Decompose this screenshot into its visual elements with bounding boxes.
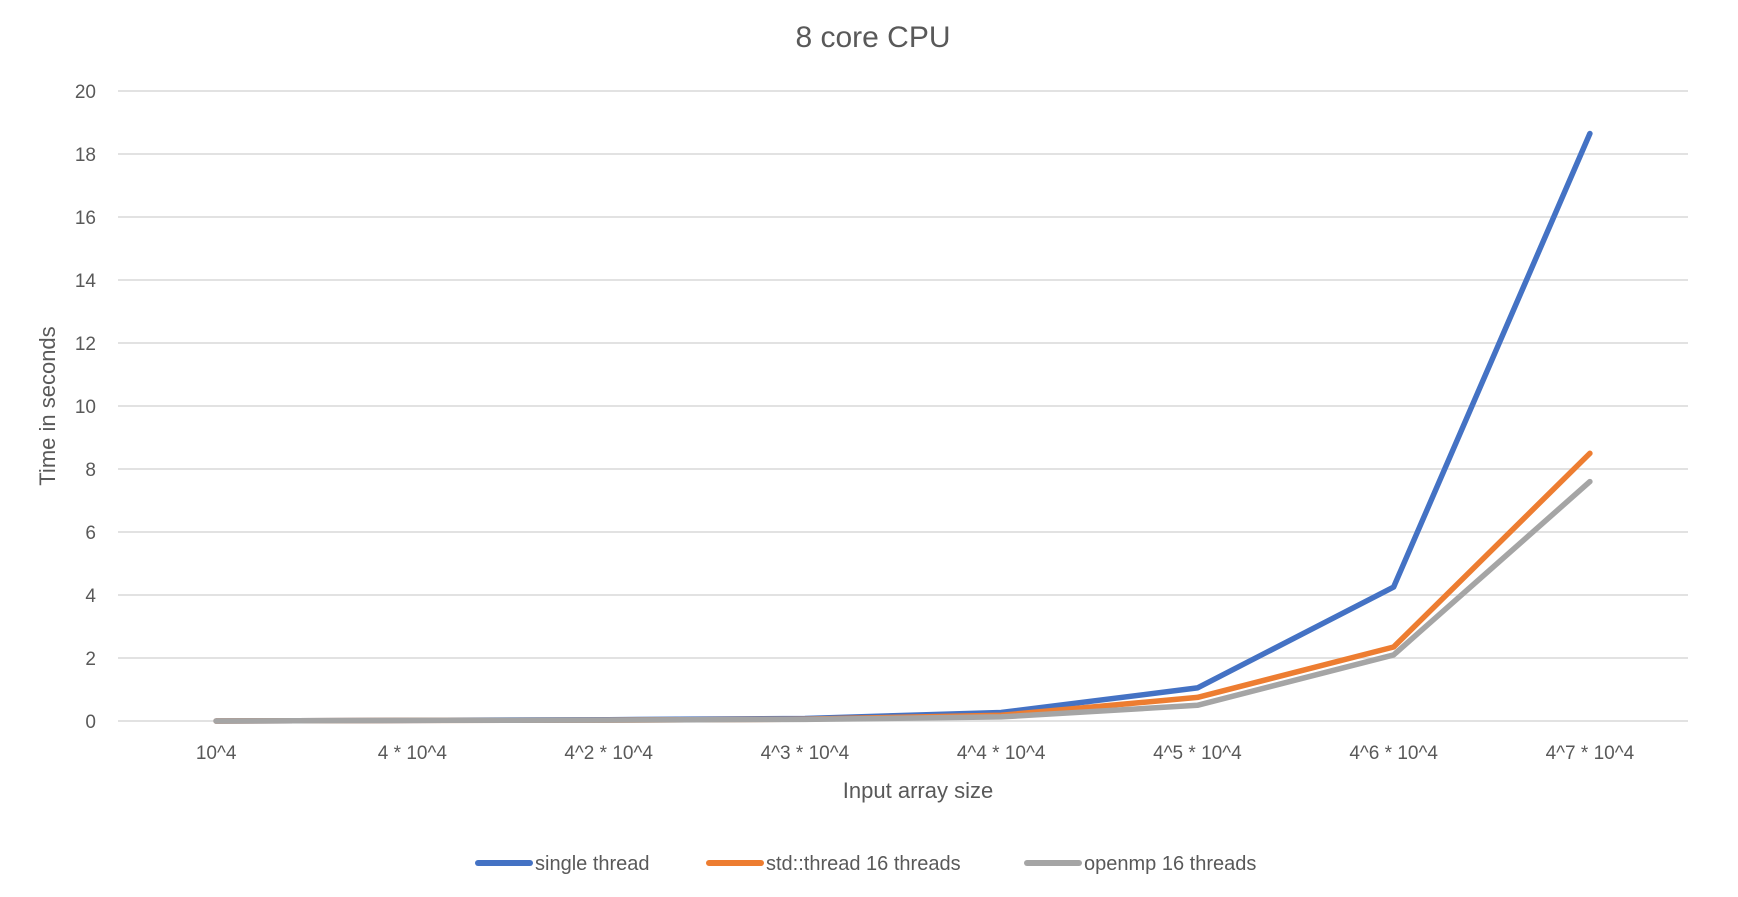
y-tick-label: 8 (85, 460, 96, 481)
y-tick-label: 18 (75, 145, 96, 166)
y-axis-ticks: 0 2 4 6 8 10 12 14 16 18 20 (75, 82, 97, 733)
y-tick-label: 2 (85, 649, 96, 670)
y-tick-label: 16 (75, 208, 96, 229)
y-tick-label: 10 (75, 397, 96, 418)
gridlines (118, 90, 1688, 722)
y-axis-title: Time in seconds (35, 326, 60, 485)
y-tick-label: 6 (85, 523, 96, 544)
x-tick-label: 10^4 (196, 743, 237, 764)
x-axis-title: Input array size (843, 778, 993, 803)
y-tick-label: 0 (85, 712, 96, 733)
y-tick-label: 12 (75, 334, 96, 355)
x-tick-label: 4^3 * 10^4 (761, 743, 850, 764)
y-tick-label: 4 (85, 586, 96, 607)
legend-label: openmp 16 threads (1084, 853, 1256, 875)
x-tick-label: 4 * 10^4 (378, 743, 448, 764)
x-tick-label: 4^4 * 10^4 (957, 743, 1046, 764)
legend-label: single thread (535, 853, 650, 875)
x-tick-label: 4^7 * 10^4 (1546, 743, 1635, 764)
series-line-1 (213, 130, 1593, 724)
y-tick-label: 14 (75, 271, 97, 292)
x-axis-ticks: 10^4 4 * 10^4 4^2 * 10^4 4^3 * 10^4 4^4 * 10… (196, 743, 1635, 764)
series-line-2 (213, 450, 1593, 724)
x-tick-label: 4^5 * 10^4 (1153, 743, 1242, 764)
series-lines (213, 130, 1593, 724)
series-line-3 (213, 478, 1593, 724)
chart-title: 8 core CPU (795, 21, 950, 54)
legend: single thread std::thread 16 threads openm… (475, 853, 1256, 875)
x-tick-label: 4^2 * 10^4 (564, 743, 653, 764)
legend-label: std::thread 16 threads (766, 853, 961, 875)
x-tick-label: 4^6 * 10^4 (1349, 743, 1438, 764)
y-tick-label: 20 (75, 82, 96, 103)
